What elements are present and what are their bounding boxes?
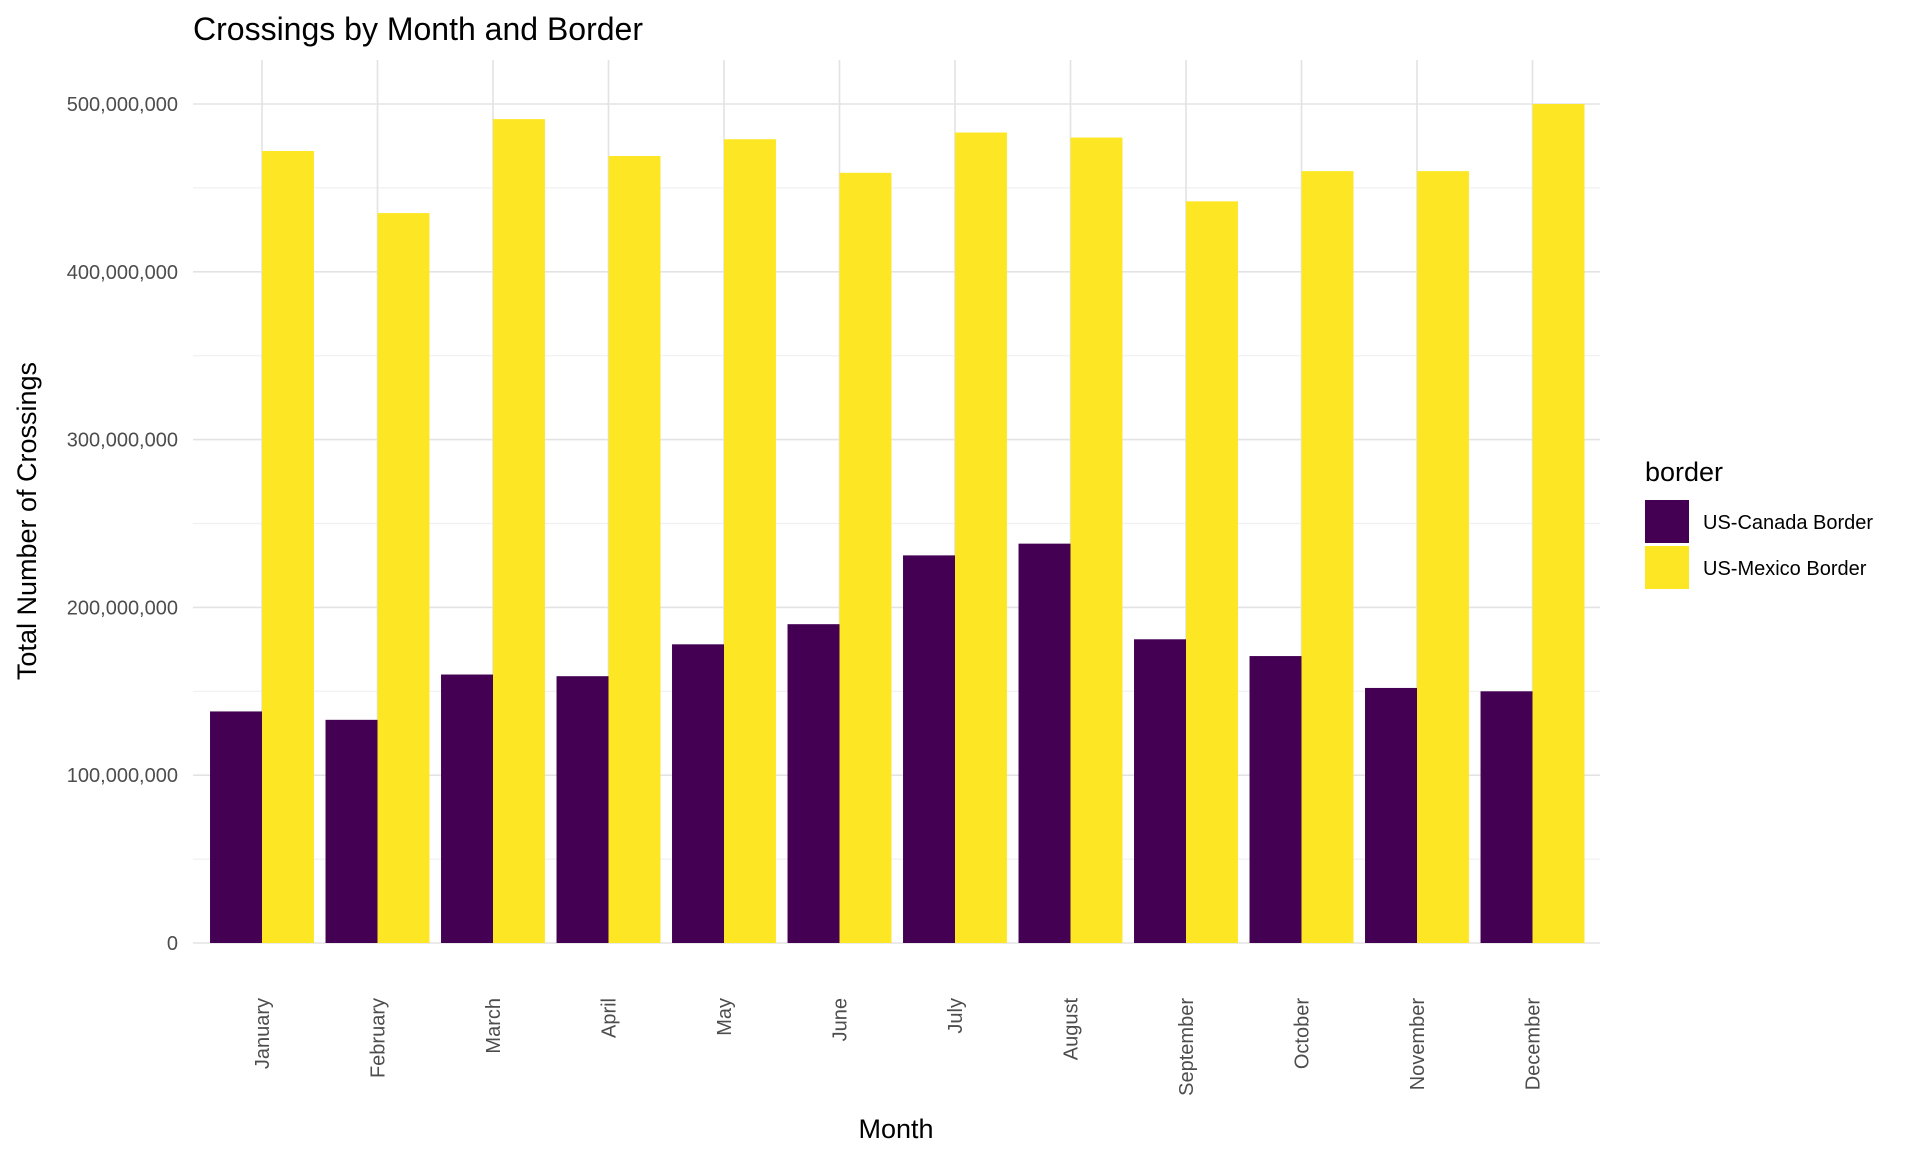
y-tick-label: 100,000,000 bbox=[67, 765, 178, 787]
bar-us-canada-border-december bbox=[1480, 691, 1533, 943]
bar-us-mexico-border-january bbox=[262, 150, 314, 943]
bar-us-canada-border-june bbox=[787, 624, 840, 943]
bar-us-canada-border-march bbox=[441, 674, 493, 943]
y-tick-label: 200,000,000 bbox=[67, 597, 178, 619]
x-tick-label: November bbox=[1407, 998, 1429, 1091]
bars bbox=[210, 104, 1585, 944]
y-tick-label: 0 bbox=[167, 933, 178, 955]
x-tick-label: September bbox=[1176, 998, 1198, 1096]
x-tick-label: October bbox=[1292, 998, 1314, 1069]
legend: border US-Canada Border US-Mexico Border bbox=[1645, 457, 1873, 589]
bar-us-mexico-border-september bbox=[1186, 201, 1238, 944]
legend-label: US-Canada Border bbox=[1703, 512, 1873, 534]
x-tick-label: March bbox=[483, 998, 505, 1054]
x-tick-label: December bbox=[1523, 998, 1545, 1091]
x-tick-label: February bbox=[368, 998, 390, 1078]
y-tick-label: 500,000,000 bbox=[67, 94, 178, 116]
bar-us-canada-border-november bbox=[1365, 687, 1417, 943]
bar-us-mexico-border-march bbox=[493, 119, 545, 944]
bar-us-mexico-border-august bbox=[1070, 137, 1123, 943]
bar-us-mexico-border-october bbox=[1301, 171, 1354, 943]
bar-us-mexico-border-december bbox=[1532, 104, 1585, 943]
x-tick-label: July bbox=[945, 998, 967, 1034]
y-axis-title: Total Number of Crossings bbox=[12, 362, 42, 680]
bar-us-mexico-border-november bbox=[1417, 171, 1469, 943]
bar-us-canada-border-august bbox=[1018, 543, 1071, 943]
bar-us-mexico-border-april bbox=[608, 156, 661, 943]
y-axis: 0 100,000,000 200,000,000 300,000,000 400,00… bbox=[67, 94, 178, 955]
legend-label: US-Mexico Border bbox=[1703, 558, 1867, 580]
x-axis: January February March April May June July Augu… bbox=[252, 998, 1545, 1096]
x-tick-label: April bbox=[599, 998, 621, 1038]
bar-us-canada-border-july bbox=[903, 555, 955, 943]
bar-us-canada-border-october bbox=[1249, 656, 1302, 943]
bar-us-canada-border-february bbox=[325, 719, 378, 943]
x-tick-label: June bbox=[830, 998, 852, 1041]
x-tick-label: May bbox=[714, 998, 736, 1036]
y-tick-label: 400,000,000 bbox=[67, 262, 178, 284]
bar-us-mexico-border-july bbox=[955, 132, 1007, 943]
x-axis-title: Month bbox=[858, 1114, 933, 1144]
x-tick-label: August bbox=[1061, 998, 1083, 1061]
y-tick-label: 300,000,000 bbox=[67, 430, 178, 452]
bar-us-mexico-border-may bbox=[724, 139, 776, 943]
x-tick-label: January bbox=[252, 998, 274, 1069]
bar-us-canada-border-september bbox=[1134, 639, 1186, 943]
legend-title: border bbox=[1645, 457, 1723, 487]
chart-title: Crossings by Month and Border bbox=[193, 11, 643, 47]
legend-key bbox=[1645, 500, 1689, 543]
legend-items: US-Canada Border US-Mexico Border bbox=[1645, 500, 1873, 589]
bar-us-canada-border-may bbox=[672, 644, 724, 943]
legend-key bbox=[1645, 546, 1689, 589]
bar-us-mexico-border-june bbox=[839, 172, 892, 944]
bar-us-canada-border-january bbox=[210, 711, 262, 943]
bar-us-canada-border-april bbox=[556, 676, 609, 943]
bar-us-mexico-border-february bbox=[377, 213, 430, 943]
